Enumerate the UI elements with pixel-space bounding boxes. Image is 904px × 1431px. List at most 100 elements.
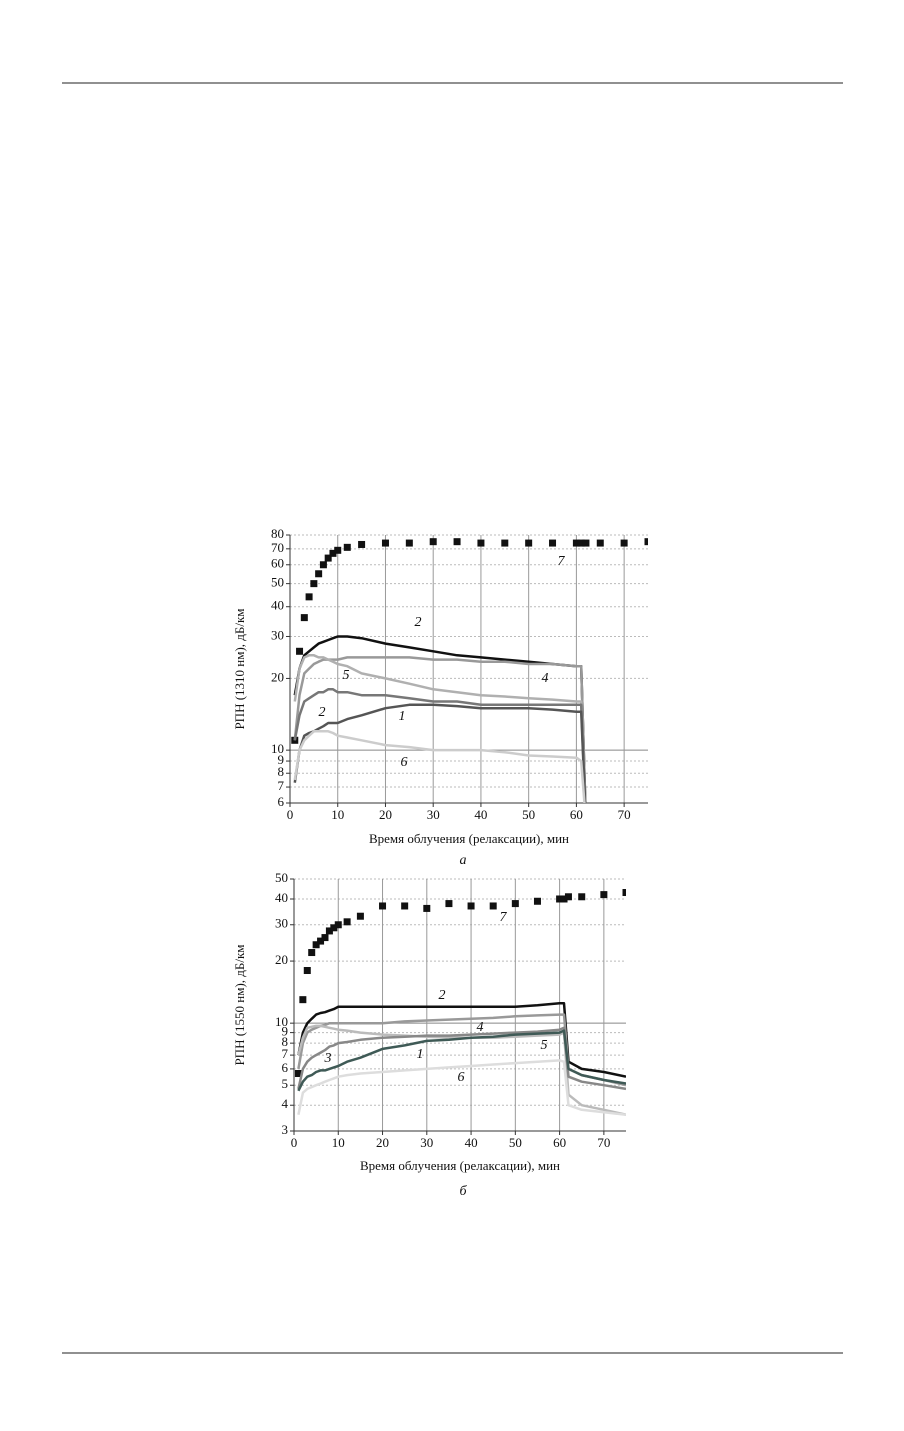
marker	[525, 539, 533, 547]
curve-label: 2	[319, 705, 326, 720]
series-line	[293, 703, 587, 803]
marker	[445, 900, 453, 908]
marker	[577, 539, 585, 547]
x-tick-label: 0	[287, 807, 294, 822]
marker	[533, 897, 541, 905]
marker	[564, 893, 572, 901]
series-line	[293, 635, 587, 803]
x-tick-label: 30	[427, 807, 440, 822]
x-tick-label: 30	[420, 1135, 433, 1150]
y-tick-label: 8	[278, 764, 285, 779]
marker	[315, 570, 323, 578]
curve-label: 2	[439, 988, 446, 1003]
y-tick-label: 6	[278, 794, 285, 809]
marker	[578, 893, 586, 901]
x-tick-label: 40	[465, 1135, 478, 1150]
curve-label: 7	[500, 910, 508, 925]
plot-area	[294, 889, 626, 1116]
curve-label: 1	[399, 709, 406, 724]
marker	[325, 927, 333, 935]
y-tick-label: 40	[275, 890, 288, 905]
marker	[294, 1070, 302, 1078]
curve-label: 5	[343, 668, 350, 683]
marker	[312, 941, 320, 949]
x-tick-label: 10	[332, 1135, 345, 1150]
y-tick-label: 50	[275, 870, 288, 885]
curve-label: 4	[477, 1020, 484, 1035]
marker	[582, 539, 590, 547]
series-line	[293, 656, 587, 803]
y-tick-label: 4	[282, 1096, 289, 1111]
series-line	[297, 1029, 626, 1092]
y-tick-label: 80	[271, 526, 284, 541]
y-tick-label: 20	[275, 952, 288, 967]
curve-label: 2	[415, 615, 422, 630]
marker	[296, 647, 304, 655]
y-tick-label: 50	[271, 575, 284, 590]
marker	[358, 540, 366, 548]
x-tick-label: 60	[553, 1135, 566, 1150]
y-axis-label: РПН (1310 нм), дБ/км	[232, 608, 247, 729]
series-line	[293, 730, 586, 803]
marker	[467, 902, 475, 910]
marker	[622, 889, 626, 897]
marker	[405, 539, 413, 547]
curve-label: 7	[558, 554, 566, 569]
y-tick-label: 7	[278, 778, 285, 793]
marker	[310, 580, 318, 588]
x-axis-label: Время облучения (релаксации), мин	[369, 831, 569, 846]
y-tick-label: 7	[282, 1046, 289, 1061]
x-tick-label: 50	[509, 1135, 522, 1150]
y-tick-label: 9	[278, 752, 285, 767]
marker	[343, 918, 351, 926]
y-axis-label: РПН (1550 нм), дБ/км	[232, 944, 247, 1065]
marker	[511, 900, 519, 908]
series-line	[297, 1001, 626, 1078]
y-tick-label: 30	[275, 916, 288, 931]
curve-label: 6	[401, 755, 408, 770]
y-tick-label: 70	[271, 540, 284, 555]
marker	[501, 539, 509, 547]
marker	[300, 614, 308, 622]
marker	[356, 912, 364, 920]
series-line	[297, 1059, 626, 1116]
marker	[596, 539, 604, 547]
curve-label: 5	[541, 1038, 548, 1053]
x-tick-label: 60	[570, 807, 583, 822]
series-line	[297, 1013, 626, 1087]
y-tick-label: 10	[271, 741, 284, 756]
marker	[600, 891, 608, 899]
series-line	[293, 654, 587, 803]
x-axis-label: Время облучения (релаксации), мин	[360, 1158, 560, 1173]
y-tick-label: 10	[275, 1014, 288, 1029]
x-tick-label: 70	[597, 1135, 610, 1150]
x-tick-label: 20	[376, 1135, 389, 1150]
curve-label: 1	[417, 1047, 424, 1062]
curve-label: 3	[324, 1051, 332, 1066]
series-line	[293, 688, 587, 803]
marker	[317, 937, 325, 945]
marker	[453, 538, 461, 546]
marker	[560, 895, 568, 903]
marker	[330, 924, 338, 932]
marker	[321, 934, 329, 942]
marker	[379, 902, 387, 910]
marker	[477, 539, 485, 547]
y-tick-label: 8	[282, 1034, 289, 1049]
marker	[423, 904, 431, 912]
y-tick-label: 9	[282, 1024, 289, 1039]
marker	[556, 895, 564, 903]
marker	[334, 921, 342, 929]
marker	[319, 561, 327, 569]
series-line	[297, 1026, 626, 1091]
x-tick-label: 70	[618, 807, 631, 822]
marker	[329, 549, 337, 557]
y-tick-label: 40	[271, 598, 284, 613]
chart-subtitle: б	[459, 1184, 467, 1199]
marker	[620, 539, 628, 547]
y-tick-label: 20	[271, 669, 284, 684]
marker	[324, 554, 332, 562]
